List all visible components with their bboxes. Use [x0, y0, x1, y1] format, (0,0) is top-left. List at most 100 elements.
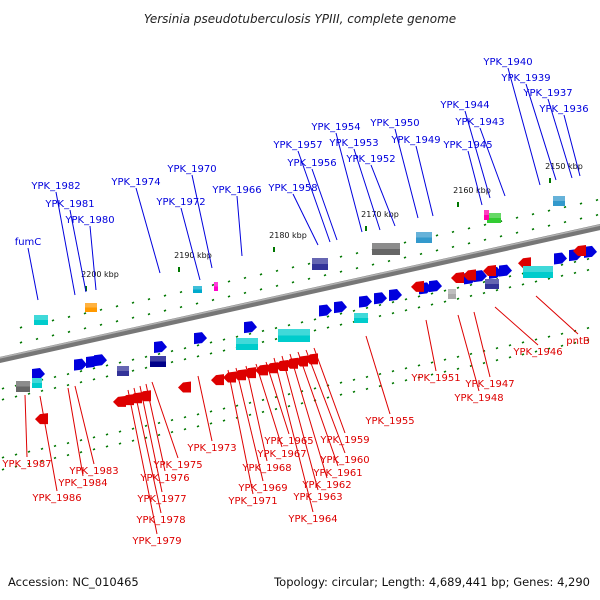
forward-connector [370, 164, 396, 227]
guide-dash [403, 241, 407, 244]
guide-dash [144, 424, 148, 428]
guide-dash [287, 323, 291, 327]
guide-dash [456, 297, 460, 300]
guide-dash [105, 445, 109, 448]
guide-dash [261, 340, 265, 344]
guide-dash [92, 378, 96, 381]
reverse-gene-label: YPK_1963 [292, 492, 342, 503]
guide-dash [131, 439, 135, 442]
guide-dash [586, 326, 590, 330]
guide-dash [115, 320, 119, 323]
guide-dash [417, 376, 421, 379]
guide-dash [456, 355, 460, 358]
guide-dash [355, 251, 359, 255]
guide-dash [495, 346, 499, 350]
guide-dash [378, 314, 382, 318]
guide-dash [352, 390, 356, 393]
feature-block [354, 313, 368, 323]
guide-dash [515, 216, 519, 219]
guide-dash [259, 288, 263, 291]
tick-label: 2170 kbp [361, 210, 399, 219]
reverse-gene-label: YPK_1976 [139, 473, 189, 484]
guide-dash [79, 439, 83, 442]
forward-gene-label: YPK_1970 [166, 164, 216, 175]
forward-connector [191, 174, 213, 269]
tick-label: 2200 kbp [81, 270, 119, 279]
reverse-gene-arrow [243, 367, 256, 379]
reverse-connector [151, 381, 179, 459]
guide-dash [573, 271, 577, 275]
forward-connector [180, 207, 201, 281]
reverse-gene-label: YPK_1968 [241, 463, 291, 474]
reverse-connector [245, 365, 268, 462]
guide-dash [53, 386, 57, 390]
forward-gene-label: YPK_1949 [390, 135, 440, 146]
guide-dash [508, 344, 512, 347]
guide-dash [508, 275, 512, 278]
guide-dash [515, 231, 519, 234]
guide-dash [157, 352, 161, 356]
reverse-connector [227, 369, 254, 495]
guide-dash [534, 350, 538, 353]
guide-dash [469, 294, 473, 298]
guide-dash [451, 245, 455, 249]
reverse-connector [297, 351, 339, 467]
guide-dash [352, 378, 356, 381]
guide-dash [521, 353, 525, 356]
feature-block [487, 213, 501, 223]
forward-connector [69, 209, 87, 293]
guide-dash [339, 323, 343, 326]
forward-gene-label: YPK_1952 [345, 154, 395, 165]
guide-dash [179, 290, 183, 294]
forward-gene-arrow [584, 245, 597, 258]
guide-dash [183, 358, 187, 361]
guide-dash [248, 413, 252, 417]
guide-dash [586, 338, 590, 342]
gene-labels: fumC YPK_1982 YPK_1981 YPK_1980 YPK_1974 YPK_… [1, 57, 589, 547]
reverse-connector [24, 394, 28, 458]
guide-dash [482, 291, 486, 295]
guide-dash [235, 335, 239, 338]
forward-gene-label: YPK_1966 [211, 185, 261, 196]
guide-dash [404, 379, 408, 382]
guide-dash [183, 347, 187, 350]
reverse-connector [255, 363, 283, 448]
guide-dash [118, 442, 122, 445]
reverse-connector [127, 389, 158, 535]
guide-dash [467, 242, 471, 245]
feature-block [448, 289, 456, 299]
guide-dash [19, 326, 23, 329]
guide-dash [14, 453, 18, 456]
guide-dash [313, 318, 317, 321]
reverse-gene-label: YPK_1986 [31, 493, 81, 504]
guide-dash [115, 305, 119, 308]
guide-dash [51, 319, 55, 322]
guide-dash [248, 332, 252, 336]
map-title: Yersinia pseudotuberculosis YPIII, compl… [144, 12, 456, 26]
guide-dash [417, 364, 421, 367]
guide-dash [573, 260, 577, 264]
feature-block [214, 282, 218, 291]
forward-connector [507, 67, 541, 186]
forward-connector [415, 145, 434, 217]
guide-dash [222, 338, 226, 341]
reverse-gene-arrow [411, 280, 424, 292]
reverse-gene-arrow [35, 413, 48, 425]
forward-gene-label: YPK_1937 [522, 88, 572, 99]
guide-dash [456, 367, 460, 370]
guide-dash [287, 404, 291, 408]
guide-dash [560, 263, 564, 266]
reverse-gene-label: pntB [566, 336, 590, 347]
guide-dash [430, 361, 434, 364]
guide-dash [326, 326, 330, 329]
reverse-connector [305, 349, 346, 454]
forward-gene-arrow [554, 252, 567, 265]
forward-connector [89, 225, 97, 291]
forward-gene-label: YPK_1956 [286, 158, 336, 169]
reverse-connector [289, 353, 328, 479]
feature-block [523, 266, 553, 278]
reverse-connector [473, 311, 491, 378]
forward-gene-label: YPK_1945 [442, 140, 492, 151]
guide-dash [469, 352, 473, 356]
